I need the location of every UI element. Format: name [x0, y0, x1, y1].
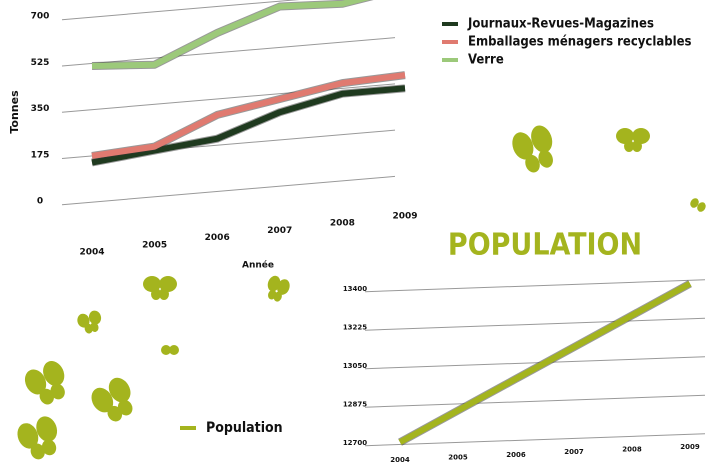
grid-line: [61, 83, 396, 113]
grid-line: [364, 317, 706, 331]
y-tick-label: 12700: [343, 439, 367, 447]
x-tick-label: 2008: [330, 219, 355, 229]
butterflies: [17, 125, 706, 460]
x-axis-label: Année: [242, 260, 274, 271]
grid-line: [364, 433, 706, 447]
x-tick-label: 2007: [267, 226, 292, 236]
y-tick-label: 175: [31, 150, 50, 160]
grid-line: [364, 356, 706, 370]
grid-line: [61, 175, 396, 206]
legend-label: Population: [206, 420, 283, 436]
series-line: [91, 85, 406, 166]
chart-title: POPULATION: [448, 228, 642, 263]
series-line: [91, 0, 370, 69]
series-line: [91, 72, 406, 159]
grid-line: [61, 37, 396, 67]
y-axis-label: Tonnes: [8, 90, 21, 134]
grid-line: [61, 0, 300, 21]
x-tick-label: 2006: [205, 233, 230, 243]
y-tick-label: 700: [31, 12, 50, 22]
grid-line: [364, 279, 706, 293]
series-line: [398, 280, 692, 445]
legend-label: Journaux-Revues-Magazines: [467, 17, 654, 32]
x-tick-label: 2007: [564, 448, 584, 456]
grid-line: [364, 394, 706, 408]
y-tick-label: 350: [31, 104, 50, 114]
y-tick-label: 13400: [343, 285, 367, 293]
x-tick-label: 2006: [506, 451, 526, 459]
x-tick-label: 2004: [79, 248, 104, 258]
x-tick-label: 2005: [448, 453, 468, 461]
legend-label: Verre: [468, 53, 504, 68]
y-tick-label: 0: [37, 197, 43, 207]
y-tick-label: 13225: [343, 324, 367, 332]
x-tick-label: 2009: [680, 443, 700, 451]
y-tick-label: 525: [31, 58, 50, 68]
x-tick-label: 2004: [390, 456, 410, 464]
x-tick-label: 2009: [392, 212, 417, 222]
line-outline: [91, 0, 374, 70]
x-tick-label: 2005: [142, 240, 167, 250]
x-tick-label: 2008: [622, 446, 642, 454]
legend-label: Emballages ménagers recyclables: [468, 35, 692, 50]
y-tick-label: 12875: [343, 401, 367, 409]
y-tick-label: 13050: [343, 362, 367, 370]
